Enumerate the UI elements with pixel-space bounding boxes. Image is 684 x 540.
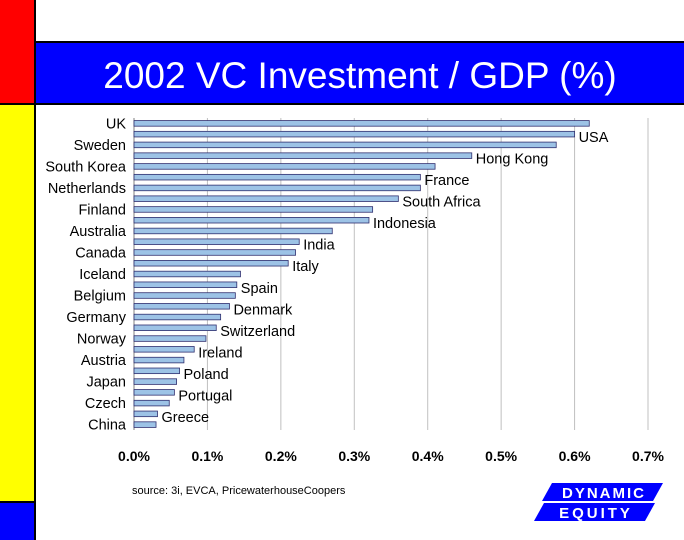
- bar: [133, 184, 421, 192]
- logo-line2: EQUITY: [559, 505, 633, 522]
- x-tick-label: 0.6%: [559, 448, 591, 464]
- category-label: Netherlands: [48, 181, 126, 197]
- bar: [133, 270, 241, 278]
- bar: [133, 378, 177, 385]
- bar: [133, 120, 590, 127]
- yellow-stripe: [0, 105, 36, 503]
- bar: [133, 292, 236, 299]
- x-tick-label: 0.5%: [485, 448, 517, 464]
- bar: [133, 410, 158, 418]
- bar-label: Indonesia: [373, 216, 437, 232]
- bar: [133, 238, 300, 245]
- bar: [133, 313, 222, 321]
- category-label: Japan: [86, 375, 126, 391]
- bar: [133, 173, 421, 181]
- page-title: 2002 VC Investment / GDP (%): [103, 55, 617, 96]
- logo-banner-bottom: [534, 503, 655, 521]
- x-tick-label: 0.2%: [265, 448, 297, 464]
- category-label: Germany: [66, 310, 126, 326]
- bar: [133, 249, 296, 256]
- bar: [133, 324, 217, 331]
- bar-label: Poland: [184, 367, 229, 383]
- bar: [133, 141, 557, 149]
- bar-label: Switzerland: [220, 324, 295, 340]
- x-tick-label: 0.4%: [412, 448, 444, 464]
- title-bar: 2002 VC Investment / GDP (%): [36, 41, 684, 105]
- bar: [133, 260, 289, 267]
- source-note: source: 3i, EVCA, PricewaterhouseCoopers: [132, 485, 346, 497]
- bar-label: South Africa: [402, 195, 481, 211]
- bar-label: Portugal: [178, 388, 232, 404]
- bar-label: India: [303, 238, 335, 254]
- bar: [133, 227, 333, 235]
- bar: [133, 217, 370, 224]
- bar-label: Denmark: [233, 302, 293, 318]
- x-tick-label: 0.3%: [338, 448, 370, 464]
- category-label: South Korea: [45, 159, 127, 175]
- bar: [133, 195, 399, 202]
- category-label: Belgium: [74, 289, 126, 305]
- bar: [133, 130, 575, 138]
- x-tick-label: 0.1%: [191, 448, 223, 464]
- category-label: China: [88, 418, 127, 434]
- logo-banner-top: [542, 483, 663, 501]
- bar: [133, 367, 180, 375]
- bar: [133, 152, 473, 159]
- bar: [133, 421, 157, 428]
- category-label: Norway: [77, 332, 127, 348]
- category-label: Australia: [70, 224, 127, 240]
- bar: [133, 281, 238, 288]
- bar: [133, 399, 170, 407]
- category-label: Iceland: [79, 267, 126, 283]
- bar: [133, 335, 207, 342]
- bar: [133, 163, 436, 170]
- category-label: Czech: [85, 396, 126, 412]
- bar: [133, 356, 185, 364]
- bar: [133, 303, 230, 310]
- bar-label: USA: [579, 130, 609, 146]
- red-stripe: [0, 0, 36, 105]
- category-label: Sweden: [74, 138, 126, 154]
- bar-label: Greece: [161, 410, 209, 426]
- bar-label: Spain: [241, 281, 278, 297]
- category-label: Austria: [81, 353, 127, 369]
- logo-line1: DYNAMIC: [562, 485, 646, 502]
- x-tick-label: 0.0%: [118, 448, 150, 464]
- bar: [133, 389, 175, 396]
- bar-label: Italy: [292, 259, 319, 275]
- bar: [133, 346, 195, 353]
- category-label: Canada: [75, 245, 127, 261]
- dynamic-equity-logo: DYNAMIC EQUITY: [534, 483, 663, 522]
- bar-label: Hong Kong: [476, 152, 549, 168]
- category-label: Finland: [78, 202, 126, 218]
- bar-label: Ireland: [198, 345, 242, 361]
- x-tick-label: 0.7%: [632, 448, 664, 464]
- blue-stripe: [0, 503, 36, 540]
- bar: [133, 206, 374, 213]
- bar-label: France: [424, 173, 469, 189]
- category-label: UK: [106, 116, 126, 132]
